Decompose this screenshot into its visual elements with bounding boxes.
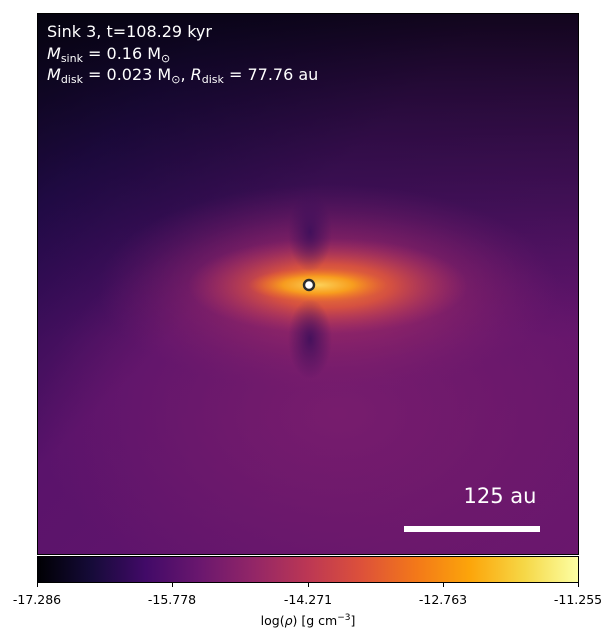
colorbar-tick: [443, 583, 444, 587]
colorbar-tick: [172, 583, 173, 587]
colorbar-tick-label: -11.255: [553, 592, 603, 607]
disk-properties-label: Mdisk = 0.023 M⊙, Rdisk = 77.76 au: [47, 65, 319, 86]
colorbar-tick: [37, 583, 38, 587]
colorbar-tick-label: -15.778: [147, 592, 197, 607]
sink-mass-label: Msink = 0.16 M⊙: [47, 44, 171, 65]
colorbar-tick-label: -14.271: [283, 592, 333, 607]
sink-marker: [302, 278, 316, 292]
scalebar-label: 125 au: [463, 484, 537, 508]
density-field: [38, 14, 578, 554]
colorbar-tick: [578, 583, 579, 587]
colorbar: [37, 556, 579, 583]
colorbar-axis-label: log(ρ) [g cm−3]: [260, 613, 356, 629]
colorbar-gradient: [38, 557, 578, 582]
colorbar-tick-label: -12.763: [418, 592, 468, 607]
colorbar-tick: [308, 583, 309, 587]
density-map: Sink 3, t=108.29 kyr Msink = 0.16 M⊙ Mdi…: [37, 13, 579, 555]
sink-title: Sink 3, t=108.29 kyr: [47, 22, 212, 41]
colorbar-tick-label: -17.286: [12, 592, 62, 607]
scalebar: [404, 526, 540, 532]
